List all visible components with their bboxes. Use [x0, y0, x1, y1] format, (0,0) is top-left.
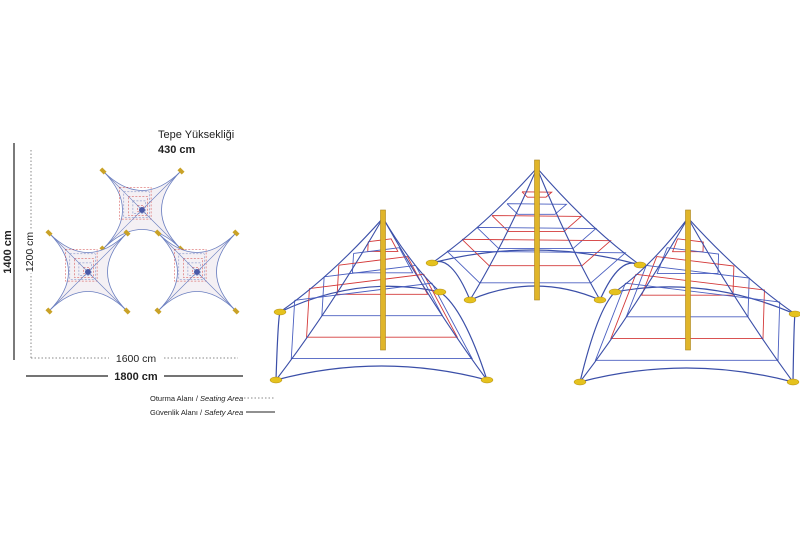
anchor [786, 378, 800, 386]
anchor [123, 307, 131, 315]
net-rope [382, 217, 441, 293]
top-view [45, 167, 240, 315]
net-rope [141, 209, 182, 250]
anchor [433, 288, 447, 296]
anchor [154, 229, 162, 237]
net-rope [536, 167, 641, 266]
net-edge [275, 365, 488, 381]
inner-height-label-bg: 1200 cm [21, 232, 33, 273]
legend-label: Güvenlik Alanı / [150, 408, 203, 417]
legend-label-en: Seating Area [200, 394, 243, 403]
legend-safety: Güvenlik Alanı / Safety Area [150, 408, 243, 417]
net-rope [614, 217, 689, 293]
anchor [633, 261, 647, 269]
net-rope [102, 170, 143, 211]
net-ring [178, 253, 205, 280]
legend-label: Oturma Alanı / [150, 394, 199, 403]
legend-label-en: Safety Area [204, 408, 243, 417]
net-rope [157, 232, 198, 273]
pole-top [139, 207, 145, 213]
net-ring [74, 258, 94, 278]
height-title: Tepe Yüksekliği [158, 129, 234, 141]
net-ring [119, 187, 152, 220]
inner-height-label: 1200 cm [24, 232, 36, 273]
pole-top [85, 269, 91, 275]
net-rope [579, 217, 689, 383]
pole [380, 209, 386, 351]
net-edge [579, 291, 616, 383]
anchor [177, 167, 185, 175]
anchor [273, 308, 287, 316]
net-edge [599, 262, 641, 301]
net-rope [196, 271, 237, 312]
net-ring [183, 258, 203, 278]
net-ring [69, 253, 96, 280]
anchor [269, 376, 283, 384]
net-rope [275, 217, 384, 381]
net-ring [174, 249, 207, 282]
net-edge [275, 311, 281, 381]
net-edge [279, 285, 441, 313]
height-value: 430 cm [158, 144, 196, 156]
outer-height-label: 1400 cm [2, 230, 14, 274]
anchor [99, 167, 107, 175]
anchor [123, 229, 131, 237]
anchor [463, 296, 477, 304]
outer-width-label: 1800 cm [114, 371, 158, 383]
net-ring [187, 262, 201, 276]
anchor [788, 310, 800, 318]
net-edge [579, 367, 794, 383]
anchor [608, 288, 622, 296]
net-rope [469, 167, 538, 301]
net-rope [687, 217, 796, 315]
net-rope [48, 232, 89, 273]
net-rope [382, 217, 488, 381]
net-ring [78, 262, 92, 276]
anchor [425, 259, 439, 267]
net-ring [132, 200, 146, 214]
net-rope [196, 232, 237, 273]
anchor [154, 307, 162, 315]
net-ring [65, 249, 98, 282]
anchor [45, 229, 53, 237]
net-rope [536, 167, 601, 301]
net-ring [594, 282, 781, 361]
perspective-view [269, 159, 800, 386]
anchor [480, 376, 494, 384]
net-rope [431, 167, 538, 264]
pole-top [194, 269, 200, 275]
net-rope [157, 271, 198, 312]
net-ring [128, 196, 148, 216]
pole [685, 209, 691, 351]
anchor [232, 307, 240, 315]
anchor [593, 296, 607, 304]
anchor [232, 229, 240, 237]
net-rope [141, 170, 182, 211]
net-ring [521, 191, 553, 198]
net-edge [614, 286, 796, 315]
net-ring [491, 215, 583, 232]
pole [534, 159, 540, 301]
net-rope [87, 271, 128, 312]
net-edge [439, 291, 488, 381]
inner-width-label: 1600 cm [116, 353, 157, 365]
net-rope [687, 217, 794, 383]
label-bg [108, 370, 164, 382]
anchor [573, 378, 587, 386]
net-edge [792, 313, 796, 383]
net-rope [48, 271, 89, 312]
legend-seating: Oturma Alanı / Seating Area [150, 394, 243, 403]
net-ring [290, 282, 473, 360]
net-ring [506, 203, 568, 215]
label-bg [109, 352, 163, 364]
net-ring [123, 191, 150, 218]
net-rope [102, 209, 143, 250]
net-rope [279, 217, 384, 313]
net-ring [641, 256, 735, 296]
anchor [45, 307, 53, 315]
net-ring [610, 273, 765, 340]
net-rope [87, 232, 128, 273]
